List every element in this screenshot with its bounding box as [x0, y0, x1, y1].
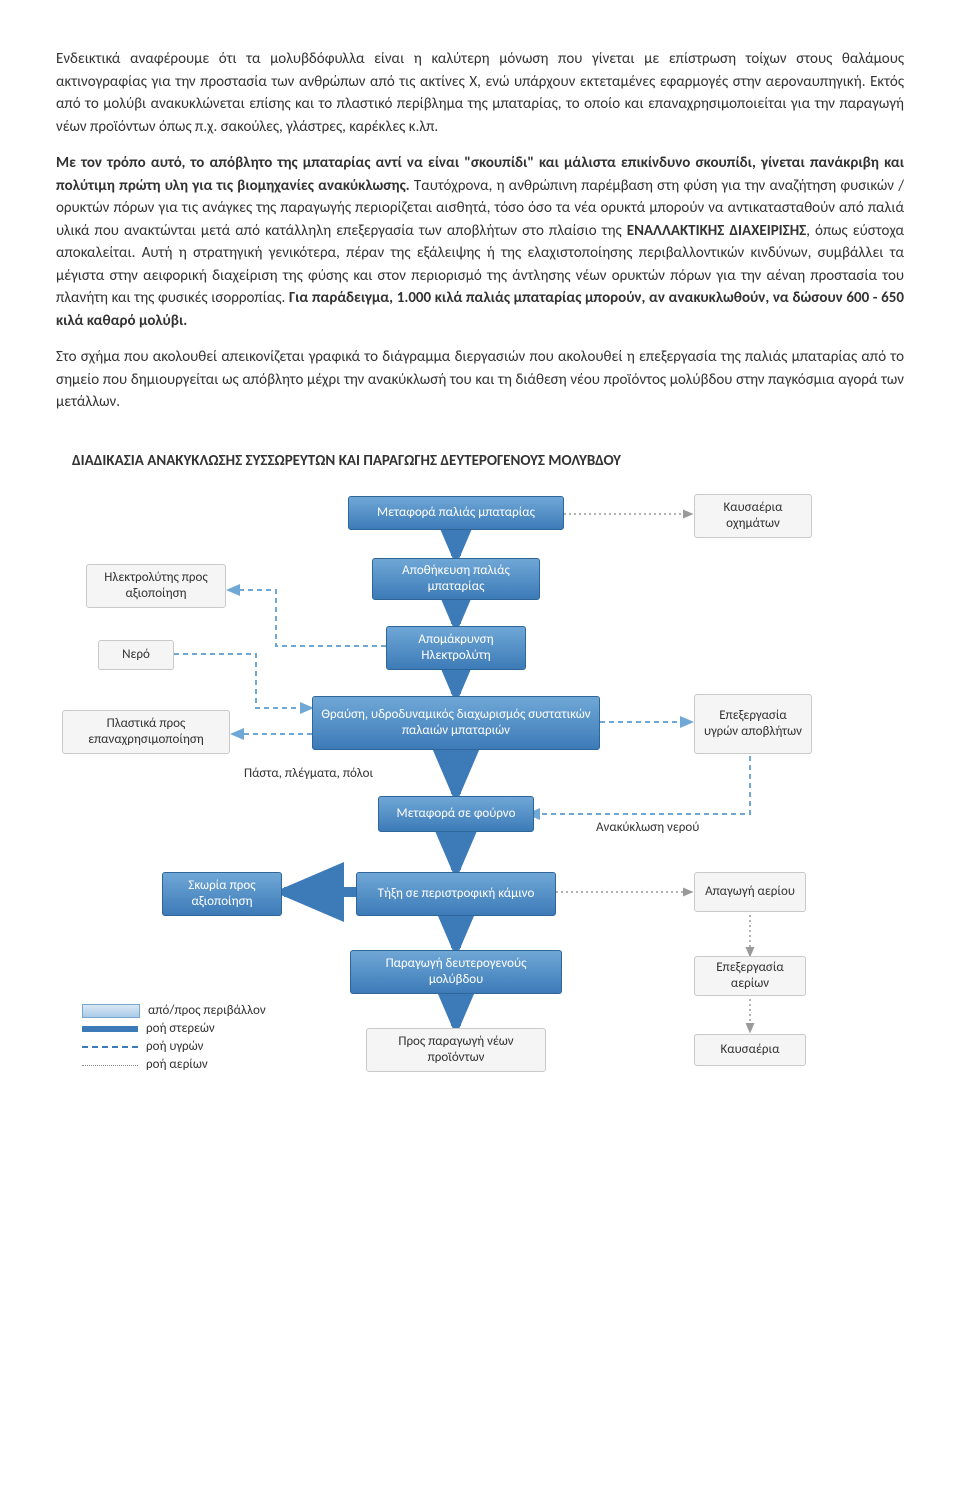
- legend-label-env: από/προς περιβάλλον: [148, 1001, 266, 1021]
- node-storage: Αποθήκευση παλιάς μπαταρίας: [372, 558, 540, 600]
- node-melting: Τήξη σε περιστροφική κάμινο: [356, 872, 556, 916]
- node-liquid-waste: Επεξεργασία υγρών αποβλήτων: [694, 694, 812, 754]
- legend-swatch-liquid: [82, 1046, 138, 1048]
- legend-gas: ροή αερίων: [82, 1056, 266, 1074]
- legend-label-liquid: ροή υγρών: [146, 1037, 203, 1057]
- node-slag: Σκωρία προς αξιοποίηση: [162, 872, 282, 916]
- node-gas-treat: Επεξεργασία αερίων: [694, 956, 806, 996]
- node-lead-prod: Παραγωγή δευτερογενούς μολύβδου: [350, 950, 562, 994]
- legend-swatch-gas: [82, 1065, 138, 1066]
- node-furnace-transfer: Μεταφορά σε φούρνο: [378, 796, 534, 832]
- node-plastics: Πλαστικά προς επαναχρησιμοποίηση: [62, 710, 230, 754]
- p2-bold-term: ΕΝΑΛΛΑΚΤΙΚΗΣ ΔΙΑΧΕΙΡΙΣΗΣ: [627, 222, 806, 240]
- node-exhaust2: Καυσαέρια: [694, 1034, 806, 1066]
- node-new-products: Προς παραγωγή νέων προϊόντων: [366, 1028, 546, 1072]
- legend-env: από/προς περιβάλλον: [82, 1002, 266, 1020]
- node-gas-removal: Απαγωγή αερίου: [694, 872, 806, 912]
- node-electrolyte-out: Ηλεκτρολύτης προς αξιοποίηση: [86, 564, 226, 608]
- node-crushing: Θραύση, υδροδυναμικός διαχωρισμός συστατ…: [312, 696, 600, 750]
- paragraph-3: Στο σχήμα που ακολουθεί απεικονίζεται γρ…: [56, 346, 904, 414]
- legend-label-gas: ροή αερίων: [146, 1055, 208, 1075]
- flowchart: Μεταφορά παλιάς μπαταρίας Καυσαέρια οχημ…: [56, 494, 904, 1134]
- section-title: ΔΙΑΔΙΚΑΣΙΑ ΑΝΑΚΥΚΛΩΣΗΣ ΣΥΣΣΩΡΕΥΤΩΝ ΚΑΙ Π…: [72, 450, 904, 473]
- node-water: Νερό: [98, 640, 174, 670]
- legend-solid: ροή στερεών: [82, 1020, 266, 1038]
- paragraph-2: Με τον τρόπο αυτό, το απόβλητο της μπατα…: [56, 152, 904, 332]
- node-exhaust: Καυσαέρια οχημάτων: [694, 494, 812, 538]
- legend-liquid: ροή υγρών: [82, 1038, 266, 1056]
- legend-label-solid: ροή στερεών: [146, 1019, 215, 1039]
- legend-swatch-env: [82, 1004, 140, 1018]
- label-water-recycle: Ανακύκλωση νερού: [596, 818, 699, 838]
- paragraph-1: Ενδεικτικά αναφέρουμε ότι τα μολυβδόφυλλ…: [56, 48, 904, 138]
- node-transport-old: Μεταφορά παλιάς μπαταρίας: [348, 496, 564, 530]
- label-paste: Πάστα, πλέγματα, πόλοι: [244, 764, 373, 784]
- legend: από/προς περιβάλλον ροή στερεών ροή υγρώ…: [82, 1002, 266, 1074]
- node-remove-electrolyte: Απομάκρυνση Ηλεκτρολύτη: [386, 626, 526, 670]
- legend-swatch-solid: [82, 1026, 138, 1032]
